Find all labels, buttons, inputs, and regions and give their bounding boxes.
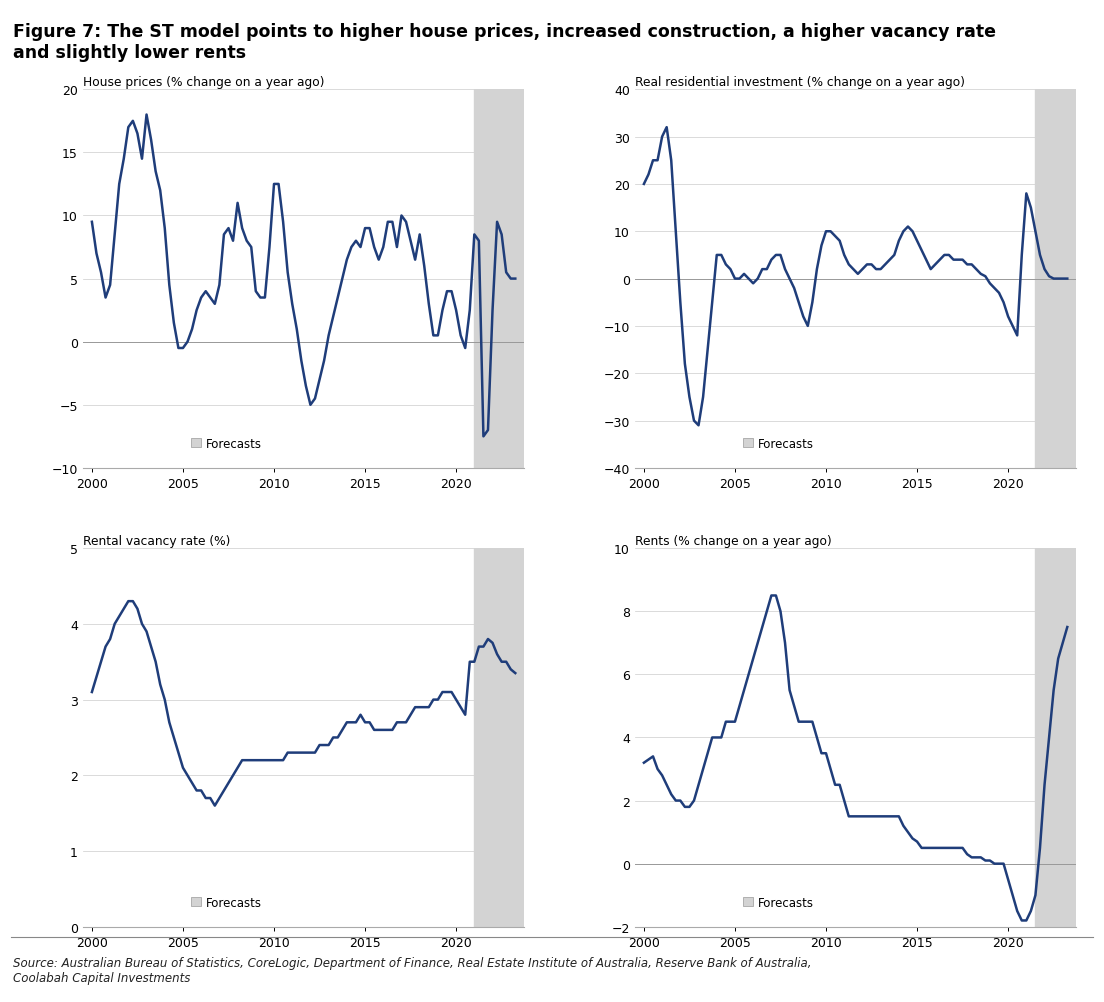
Text: Real residential investment (% change on a year ago): Real residential investment (% change on… bbox=[635, 76, 965, 89]
Legend: Forecasts: Forecasts bbox=[185, 891, 267, 914]
Legend: Forecasts: Forecasts bbox=[185, 433, 267, 455]
Bar bbox=[475, 549, 524, 927]
Text: Rents (% change on a year ago): Rents (% change on a year ago) bbox=[635, 534, 831, 547]
Bar bbox=[1036, 90, 1076, 468]
Bar bbox=[1036, 549, 1076, 927]
Legend: Forecasts: Forecasts bbox=[737, 891, 819, 914]
Legend: Forecasts: Forecasts bbox=[737, 433, 819, 455]
Bar bbox=[475, 90, 524, 468]
Text: House prices (% change on a year ago): House prices (% change on a year ago) bbox=[83, 76, 325, 89]
Text: Source: Australian Bureau of Statistics, CoreLogic, Department of Finance, Real : Source: Australian Bureau of Statistics,… bbox=[13, 956, 811, 984]
Text: Figure 7: The ST model points to higher house prices, increased construction, a : Figure 7: The ST model points to higher … bbox=[13, 23, 996, 62]
Text: Rental vacancy rate (%): Rental vacancy rate (%) bbox=[83, 534, 230, 547]
